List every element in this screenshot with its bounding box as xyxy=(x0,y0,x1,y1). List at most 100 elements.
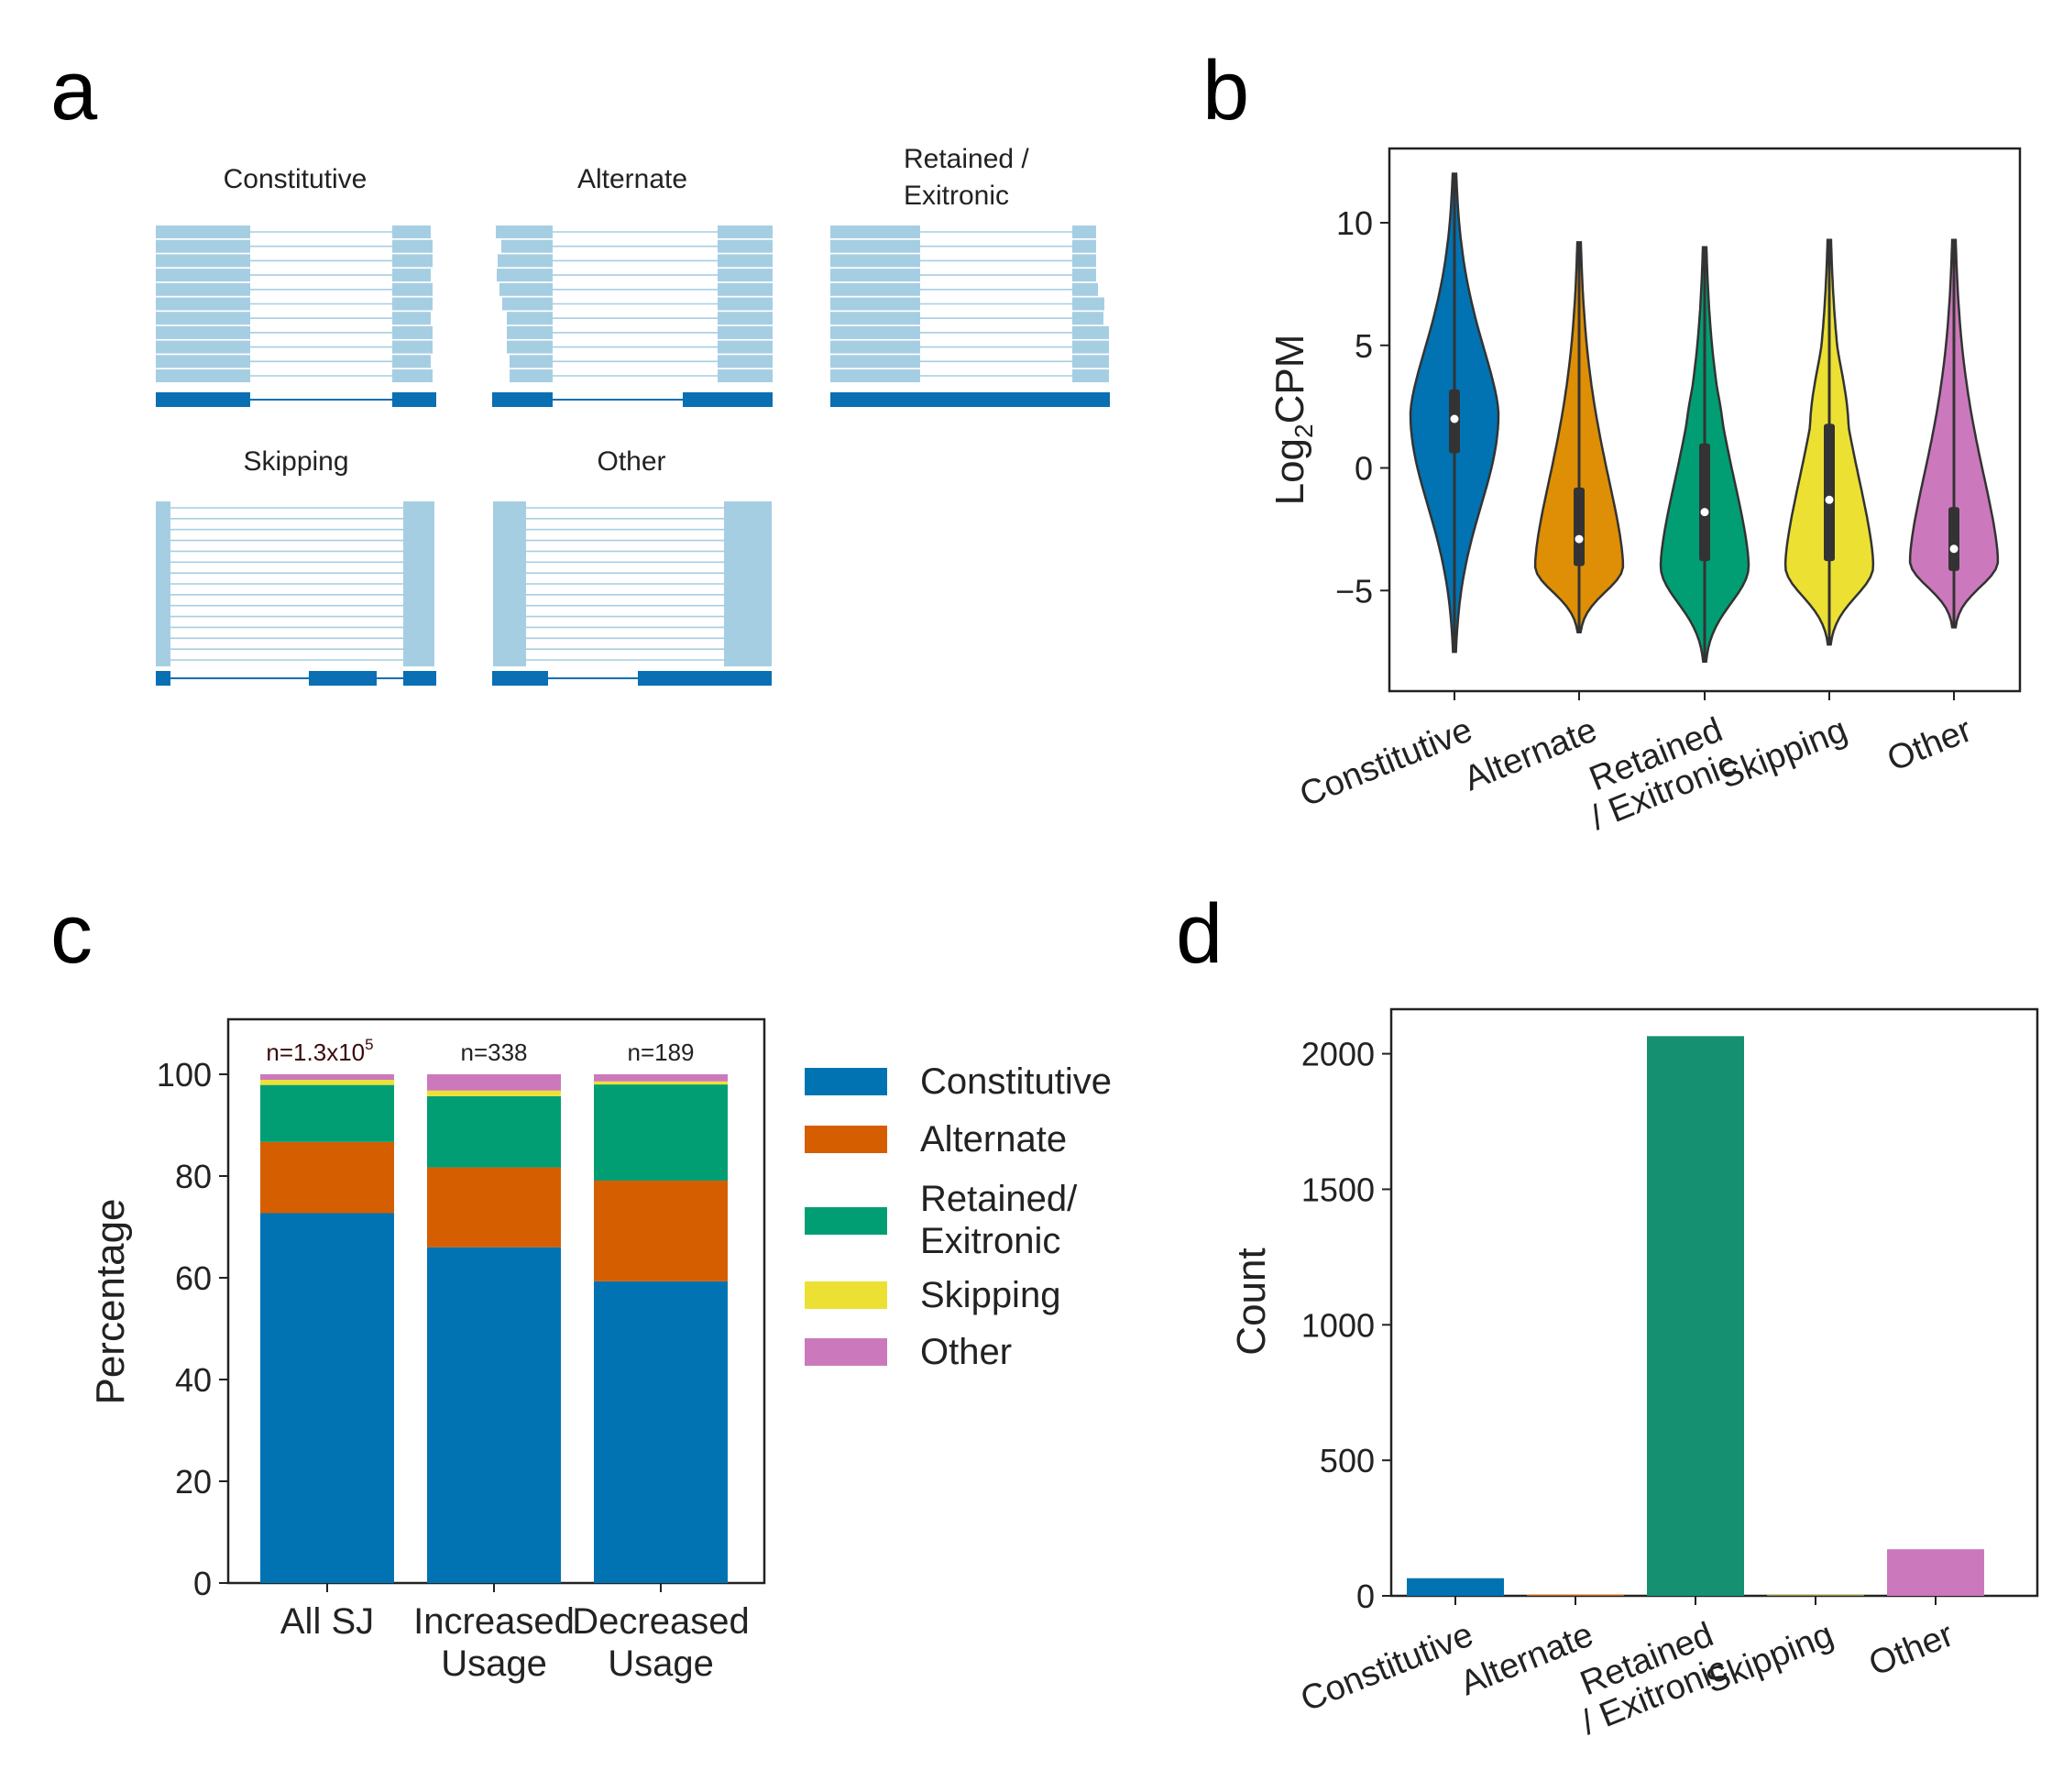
y-tick-label: 60 xyxy=(175,1259,212,1297)
violin-2 xyxy=(1659,246,1750,664)
read-block xyxy=(493,610,526,623)
read-block xyxy=(1072,269,1096,282)
read-block xyxy=(403,555,434,569)
read-block xyxy=(156,588,170,601)
read-block xyxy=(724,555,772,569)
read-block xyxy=(1072,297,1104,311)
read-block xyxy=(718,297,773,311)
x-tick-label-line: Increased xyxy=(413,1601,575,1642)
legend-swatch xyxy=(805,1338,887,1366)
y-tick-label: 100 xyxy=(157,1056,212,1094)
read-skipping xyxy=(156,555,434,569)
read-block xyxy=(156,555,170,569)
stacked-bar-1 xyxy=(427,1074,561,1583)
bar-segment-constitutive xyxy=(427,1247,561,1583)
read-block xyxy=(493,632,526,645)
read-block xyxy=(156,610,170,623)
read-other xyxy=(493,533,772,547)
read-block xyxy=(718,355,773,368)
read-block xyxy=(392,312,431,325)
legend-label-line: Exitronic xyxy=(920,1221,1060,1261)
read-block xyxy=(403,501,434,514)
y-tick-label: 500 xyxy=(1320,1442,1375,1479)
read-retained xyxy=(830,297,1104,311)
legend-label: Constitutive xyxy=(920,1061,1112,1102)
read-block xyxy=(1072,254,1096,268)
read-block xyxy=(156,269,250,282)
x-tick-label-line: Other xyxy=(1864,1615,1959,1684)
read-alternate xyxy=(499,282,773,296)
read-block xyxy=(496,225,553,238)
read-block xyxy=(1072,282,1098,296)
y-tick-label: 20 xyxy=(175,1463,212,1501)
read-block xyxy=(493,501,526,514)
bar-segment-skipping xyxy=(594,1081,728,1085)
read-block xyxy=(493,588,526,601)
x-tick-label-line: Usage xyxy=(608,1644,714,1684)
legend-label: Retained/Exitronic xyxy=(920,1179,1078,1261)
read-skipping xyxy=(156,588,434,601)
read-block xyxy=(1072,312,1103,325)
read-block xyxy=(156,325,250,339)
bar-segment-constitutive xyxy=(594,1281,728,1583)
y-tick-label: 80 xyxy=(175,1158,212,1195)
read-block xyxy=(156,369,250,382)
schematic-title-skipping-line: Skipping xyxy=(243,446,348,477)
read-block xyxy=(403,577,434,590)
read-alternate xyxy=(507,340,773,354)
schematic-title-other-line: Other xyxy=(597,446,665,477)
legend-label-line: Skipping xyxy=(920,1275,1060,1315)
read-block xyxy=(724,599,772,612)
read-block xyxy=(156,632,170,645)
read-block xyxy=(1072,340,1109,354)
legend-label-line: Alternate xyxy=(920,1119,1067,1160)
read-block xyxy=(718,225,773,238)
x-tick-label-line: Other xyxy=(1882,710,1978,779)
read-block xyxy=(156,340,250,354)
read-block xyxy=(493,555,526,569)
read-block xyxy=(403,566,434,580)
read-block xyxy=(830,312,920,325)
read-other xyxy=(493,501,772,514)
gene-exon xyxy=(156,671,170,686)
read-block xyxy=(493,533,526,547)
read-retained xyxy=(830,282,1098,296)
panel-a-splice-junction-schematics: Constitutive Alternate Retained / Exitronic… xyxy=(156,144,1110,686)
read-skipping xyxy=(156,599,434,612)
bar-segment-constitutive xyxy=(260,1213,394,1583)
read-constitutive xyxy=(156,225,431,238)
read-retained xyxy=(830,369,1109,382)
gene-exon xyxy=(309,671,377,686)
read-constitutive xyxy=(156,355,431,368)
read-alternate xyxy=(510,355,773,368)
read-other xyxy=(493,654,772,666)
y-tick-label: 10 xyxy=(1336,204,1373,242)
y-label-part: CPM xyxy=(1267,335,1312,424)
read-block xyxy=(403,599,434,612)
read-block xyxy=(392,325,433,339)
legend-swatch xyxy=(805,1068,887,1095)
read-alternate xyxy=(496,225,773,238)
y-tick-label: 1000 xyxy=(1301,1306,1375,1344)
read-alternate xyxy=(502,297,773,311)
bar-segment-skipping xyxy=(260,1080,394,1085)
read-block xyxy=(156,599,170,612)
bar-segment-other xyxy=(427,1074,561,1091)
x-tick-label: Retained/ Exitronic xyxy=(1572,710,1741,838)
x-tick-label: Skipping xyxy=(1714,710,1852,797)
read-constitutive xyxy=(156,239,433,253)
panel-label-c: c xyxy=(50,887,93,981)
read-block xyxy=(156,297,250,311)
gene-exon xyxy=(156,392,250,407)
read-block xyxy=(156,254,250,268)
read-block xyxy=(724,632,772,645)
schematic-other: Other xyxy=(492,446,772,686)
read-skipping xyxy=(156,610,434,623)
read-block xyxy=(502,297,553,311)
x-tick-label-line: Constitutive xyxy=(1295,710,1478,814)
read-block xyxy=(392,369,433,382)
schematic-constitutive: Constitutive xyxy=(156,164,436,407)
read-block xyxy=(156,643,170,656)
schematic-title-retained-line: Retained / xyxy=(904,144,1029,174)
violin-4 xyxy=(1908,238,2000,629)
